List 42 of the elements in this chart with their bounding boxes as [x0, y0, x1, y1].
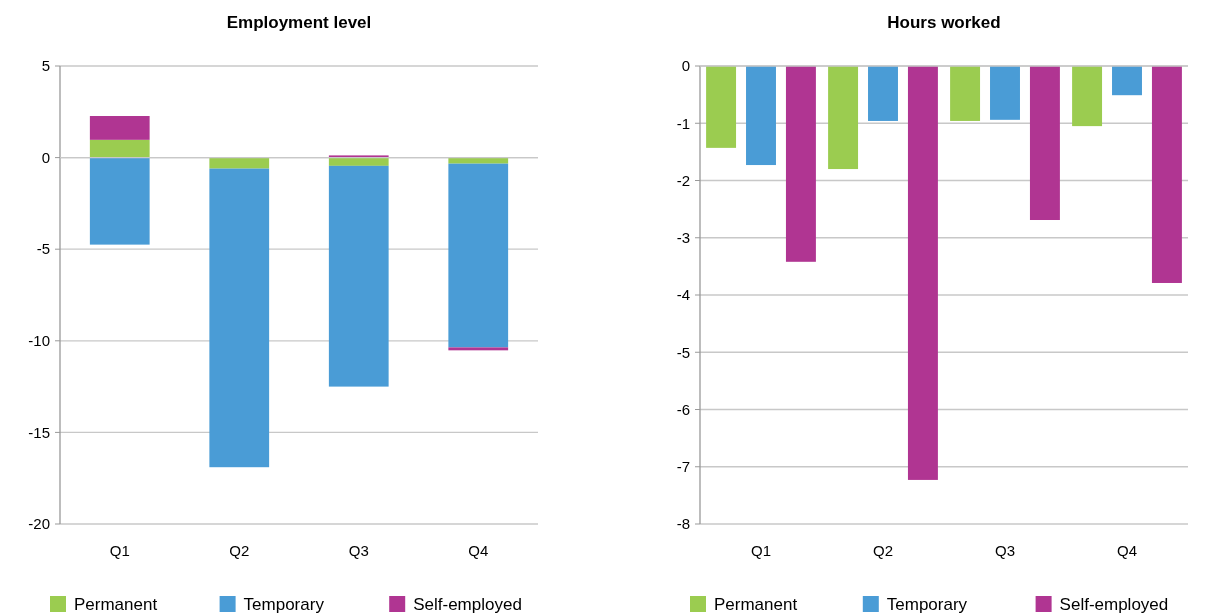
- x-tick-label: Q1: [750, 542, 772, 559]
- legend-label: Self-employed: [413, 594, 522, 614]
- y-tick-label: -4: [676, 286, 690, 304]
- y-tick-label: -5: [36, 240, 50, 258]
- x-tick-label: Q3: [994, 542, 1016, 559]
- legend-label: Self-employed: [1059, 594, 1169, 614]
- bar: [209, 168, 270, 468]
- y-tick-label: -7: [676, 458, 690, 475]
- bar: [448, 157, 509, 164]
- legend-label: Permanent: [74, 594, 158, 614]
- y-tick-label: 0: [681, 57, 690, 75]
- legend-label: Temporary: [243, 594, 325, 614]
- chart-title: Employment level: [226, 13, 372, 32]
- x-tick-label: Q4: [1116, 542, 1138, 559]
- bar: [89, 139, 150, 158]
- bar: [89, 116, 150, 140]
- y-tick-label: 5: [41, 57, 50, 75]
- bar: [448, 347, 509, 351]
- y-tick-label: -2: [676, 171, 690, 189]
- x-tick-label: Q3: [348, 542, 369, 559]
- bar: [89, 157, 150, 245]
- x-tick-label: Q1: [109, 542, 130, 559]
- y-tick-label: -5: [676, 343, 690, 361]
- y-tick-label: -6: [676, 400, 690, 418]
- bar: [328, 165, 389, 387]
- bar: [448, 163, 509, 348]
- y-tick-label: 0: [41, 148, 50, 166]
- legend-label: Permanent: [714, 594, 798, 614]
- bar: [328, 157, 389, 166]
- y-tick-label: -8: [676, 515, 690, 533]
- y-tick-label: -10: [28, 332, 50, 350]
- y-tick-label: -1: [676, 114, 690, 132]
- bar: [209, 157, 270, 169]
- y-tick-label: -3: [676, 229, 690, 246]
- y-tick-label: -15: [28, 423, 50, 441]
- chart-title: Hours worked: [887, 13, 1001, 32]
- x-tick-label: Q2: [872, 542, 894, 559]
- y-tick-label: -20: [28, 515, 50, 533]
- legend-label: Temporary: [886, 594, 968, 614]
- bar: [328, 155, 389, 158]
- x-tick-label: Q4: [468, 542, 489, 559]
- x-tick-label: Q2: [229, 542, 250, 559]
